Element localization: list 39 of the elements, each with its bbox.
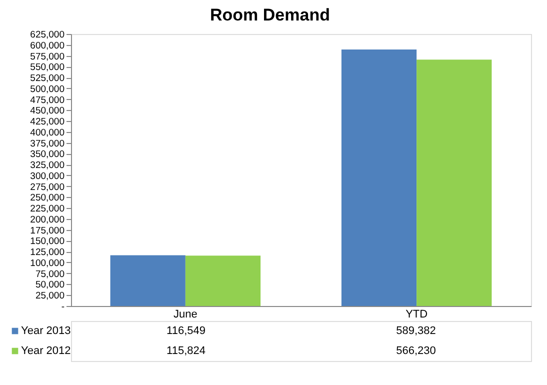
- y-tick-label: 575,000: [30, 51, 64, 62]
- y-tick-label: 325,000: [30, 160, 64, 172]
- y-tick-label: 375,000: [30, 138, 64, 150]
- y-tick-label: 400,000: [30, 127, 64, 138]
- y-tick-label: 600,000: [30, 40, 64, 52]
- chart-title: Room Demand: [210, 6, 330, 24]
- legend-label: Year 2012: [21, 345, 71, 357]
- bar: [110, 255, 186, 306]
- data-label: 115,824: [166, 345, 206, 357]
- legend-label: Year 2013: [21, 325, 71, 337]
- y-tick-label: 500,000: [30, 84, 64, 95]
- data-label: 566,230: [396, 345, 436, 357]
- y-tick-label: 350,000: [30, 149, 64, 160]
- y-tick-label: 425,000: [30, 116, 64, 128]
- x-tick-label: June: [173, 308, 198, 320]
- y-tick-label: 300,000: [30, 170, 64, 182]
- y-tick-label: 275,000: [30, 182, 64, 193]
- y-tick-label: 100,000: [30, 258, 64, 269]
- y-tick-label: 450,000: [30, 106, 64, 117]
- x-tick-label: YTD: [406, 308, 428, 320]
- data-label: 589,382: [396, 325, 436, 337]
- data-label: 116,549: [166, 325, 206, 337]
- bar: [185, 256, 261, 306]
- y-tick-label: 125,000: [30, 247, 64, 258]
- y-tick-label: 175,000: [30, 225, 64, 236]
- y-tick-label: 625,000: [30, 30, 64, 40]
- y-tick-label: 525,000: [30, 73, 64, 84]
- y-tick-label: 25,000: [35, 290, 64, 302]
- y-tick-label: 200,000: [30, 214, 64, 226]
- y-tick-label: 50,000: [35, 280, 64, 291]
- bar: [341, 50, 417, 306]
- y-tick-label: 75,000: [35, 268, 64, 280]
- y-tick-label: 225,000: [30, 204, 64, 215]
- y-tick-label: 250,000: [30, 192, 64, 204]
- y-tick-label: 150,000: [30, 236, 64, 248]
- y-tick-label: -: [61, 302, 64, 312]
- y-tick-label: 550,000: [30, 62, 64, 74]
- bar: [416, 60, 492, 306]
- y-tick-label: 475,000: [30, 94, 64, 106]
